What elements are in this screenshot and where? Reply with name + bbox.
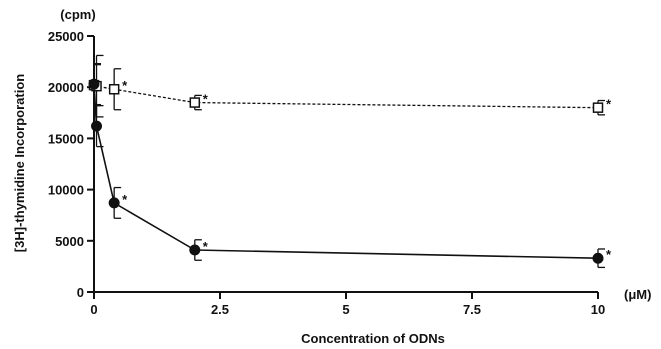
- y-axis-title: [3H]-thymidine Incorporation: [12, 74, 27, 252]
- data-point: [108, 83, 120, 95]
- x-axis-title: Concentration of ODNs: [301, 331, 445, 346]
- y-tick-label: 15000: [48, 131, 84, 146]
- significance-star: *: [203, 239, 209, 254]
- significance-star: *: [606, 247, 612, 262]
- series-layer: * * * * * *: [88, 54, 612, 269]
- series-line: [93, 84, 599, 109]
- series-filled-circle: * * *: [88, 62, 612, 269]
- data-point: [88, 78, 100, 90]
- data-point: [592, 252, 604, 264]
- data-point: [108, 197, 120, 209]
- x-tick-label: 7.5: [463, 302, 481, 317]
- data-point: [592, 102, 604, 113]
- y-tick-label: 10000: [48, 183, 84, 198]
- data-point: [189, 97, 201, 108]
- significance-star: *: [203, 92, 209, 107]
- x-tick-label: 5: [342, 302, 349, 317]
- x-tick-label: 10: [591, 302, 605, 317]
- series-line: [93, 84, 599, 260]
- y-tick-label: 20000: [48, 80, 84, 95]
- data-point: [91, 120, 103, 132]
- x-unit-label: (μM): [624, 287, 651, 302]
- x-tick-label: 0: [90, 302, 97, 317]
- y-unit-label: (cpm): [60, 7, 95, 22]
- x-tick-label: 2.5: [211, 302, 229, 317]
- y-tick-label: 0: [77, 285, 84, 300]
- data-point: [189, 244, 201, 256]
- significance-star: *: [122, 192, 128, 207]
- series-open-square: * * *: [88, 54, 612, 118]
- y-tick-label: 5000: [55, 234, 84, 249]
- significance-star: *: [606, 97, 612, 112]
- axes: 0 5000 10000 15000 20000 25000 0 2.5 5 7.5 10: [48, 29, 605, 317]
- significance-star: *: [122, 78, 128, 93]
- y-tick-label: 25000: [48, 29, 84, 44]
